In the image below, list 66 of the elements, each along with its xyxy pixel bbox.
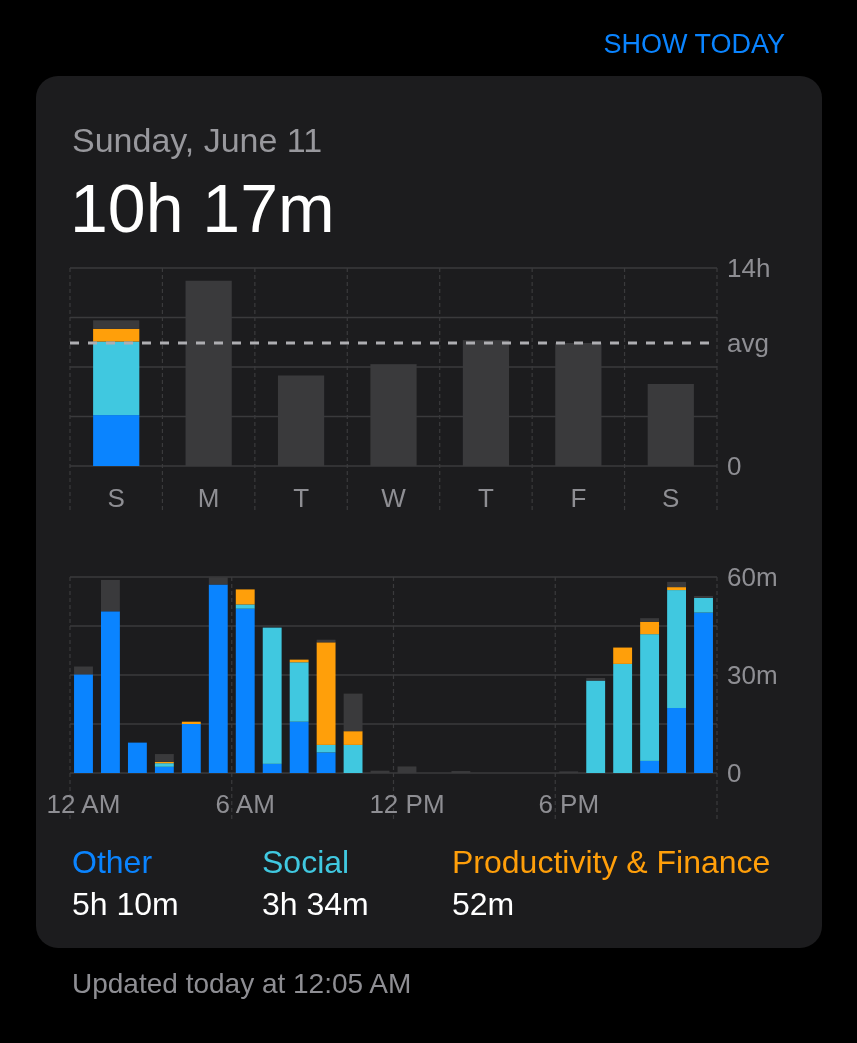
text: Social	[262, 844, 350, 880]
chart-title: 10h 17m	[70, 170, 335, 246]
y-tick-label: 0	[727, 758, 742, 789]
bar	[262, 763, 282, 773]
bar	[343, 744, 363, 773]
bar	[93, 415, 140, 466]
bar	[694, 612, 713, 773]
bar	[343, 731, 363, 745]
x-tick-label: S	[662, 483, 680, 513]
bar	[640, 618, 660, 622]
x-tick-label: F	[570, 483, 587, 513]
bar	[586, 677, 606, 681]
bar	[289, 721, 309, 773]
bar	[316, 752, 336, 773]
x-tick-label: W	[381, 483, 407, 513]
bar	[694, 597, 713, 613]
text: Other	[72, 844, 153, 880]
text: SHOW TODAY	[603, 29, 785, 59]
bar	[101, 611, 120, 773]
bar	[93, 328, 140, 342]
text: 52m	[452, 886, 515, 922]
text: Productivity & Finance	[452, 844, 771, 880]
x-tick-label: S	[107, 483, 125, 513]
bar	[316, 744, 336, 753]
text: Updated today at 12:05 AM	[72, 968, 412, 999]
bar	[613, 663, 633, 773]
chart-subtitle: Sunday, June 11	[72, 121, 323, 159]
bar	[93, 341, 140, 416]
y-tick-label: 0	[727, 451, 742, 482]
bar	[289, 662, 309, 722]
bar	[262, 627, 282, 764]
bar	[667, 587, 686, 591]
bar	[667, 707, 686, 773]
bar	[640, 760, 660, 773]
bar	[93, 320, 140, 329]
x-tick-label: 6 PM	[538, 789, 600, 819]
bar	[154, 754, 174, 762]
bar	[640, 621, 660, 635]
x-tick-label: 6 AM	[215, 789, 275, 819]
bar	[667, 590, 686, 708]
bar	[154, 766, 174, 773]
bar	[127, 742, 147, 773]
x-tick-label: T	[293, 483, 310, 513]
text: 5h 10m	[72, 886, 179, 922]
bar	[235, 604, 255, 609]
bar	[74, 666, 93, 675]
x-tick-label: M	[197, 483, 220, 513]
bar	[208, 584, 228, 773]
bar	[181, 724, 201, 773]
bar	[235, 589, 255, 605]
x-tick-label: 12 PM	[369, 789, 445, 819]
x-tick-label: T	[477, 483, 494, 513]
text: 3h 34m	[262, 886, 369, 922]
bar	[74, 674, 93, 773]
bar	[613, 647, 633, 664]
bar	[316, 642, 336, 745]
bar	[101, 579, 120, 612]
x-tick-label: 12 AM	[46, 789, 121, 819]
y-tick-label: 30m	[727, 660, 778, 691]
ref-line-label: avg	[727, 328, 769, 359]
y-tick-label: 14h	[727, 253, 771, 284]
bar	[640, 634, 660, 761]
bar	[667, 581, 686, 588]
bar	[586, 680, 606, 773]
y-tick-label: 60m	[727, 562, 778, 593]
bar	[235, 608, 255, 773]
